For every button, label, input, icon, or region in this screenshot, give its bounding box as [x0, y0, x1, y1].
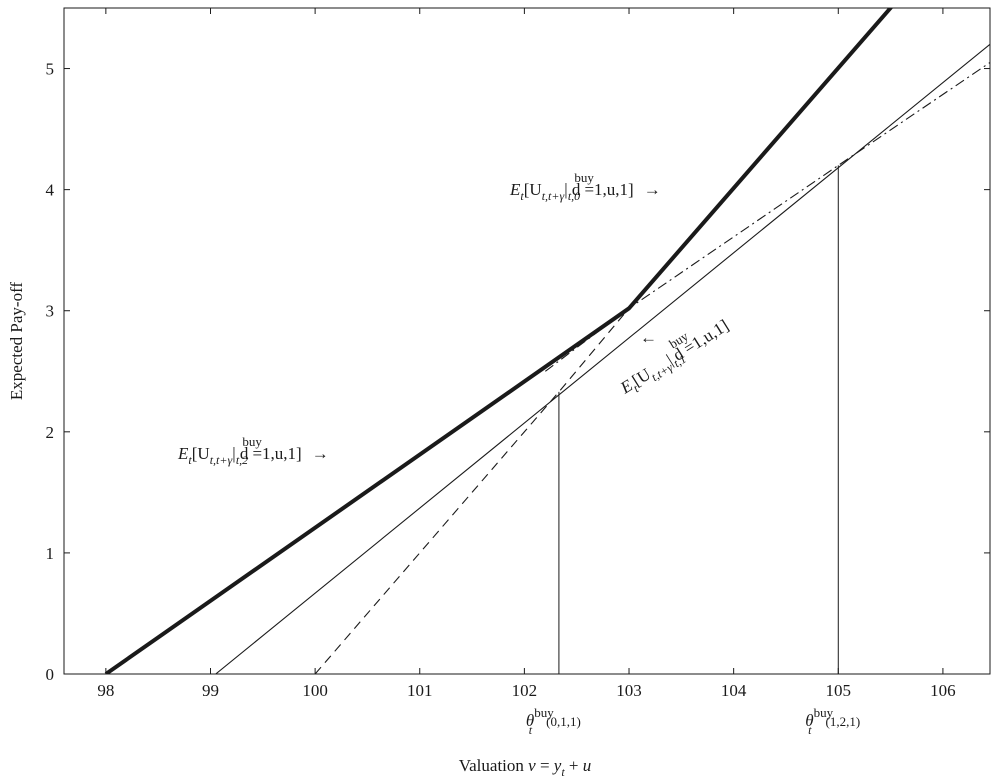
x-tick-label: 103 [616, 681, 642, 700]
vertical-markers: θbuy t(0,1,1) θbuy t(1,2,1) [526, 165, 860, 737]
y-tick-label: 2 [46, 423, 55, 442]
x-tick-label: 101 [407, 681, 433, 700]
series-line-thick-solid [104, 8, 894, 674]
x-tick-label: 106 [930, 681, 956, 700]
threshold-label: θbuy t(0,1,1) [526, 705, 581, 737]
series-group [104, 8, 990, 674]
plot-frame [63, 7, 991, 675]
threshold-label: θbuy t(1,2,1) [805, 705, 860, 737]
y-tick-label: 5 [46, 60, 55, 79]
y-tick-label: 3 [46, 302, 55, 321]
x-tick-label: 99 [202, 681, 219, 700]
x-tick-label: 102 [512, 681, 538, 700]
axis-ticks: 98 99 100 101 102 103 104 105 106 0 1 2 3 4 5 [46, 8, 990, 700]
series-line-thin-solid [215, 43, 990, 674]
y-tick-label: 0 [46, 665, 55, 684]
x-axis-label: Valuation v = yt + u [459, 756, 592, 779]
annotation-d1: Et[Ut,t+γ| dbuyt,1 =1,u,1] [611, 307, 734, 401]
annotation-d1-arrow: ← [640, 328, 657, 347]
x-tick-label: 98 [97, 681, 114, 700]
annotation-d0: Et[Ut,t+γ| dbuy t,0 =1,u,1] → [509, 170, 661, 203]
y-tick-label: 1 [46, 544, 55, 563]
series-line-dash-dot [544, 62, 990, 372]
y-axis-label: Expected Pay-off [7, 282, 26, 401]
x-tick-label: 104 [721, 681, 747, 700]
x-tick-label: 100 [302, 681, 328, 700]
x-tick-label: 105 [826, 681, 852, 700]
series-line-dashed [314, 307, 630, 674]
annotation-d2: Et[Ut,t+γ| dbuy t,2 =1,u,1] → [177, 434, 329, 467]
y-tick-label: 4 [46, 181, 55, 200]
